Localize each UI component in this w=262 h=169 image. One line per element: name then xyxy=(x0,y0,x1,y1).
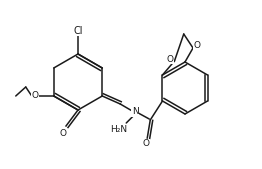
Text: O: O xyxy=(59,128,67,138)
Text: N: N xyxy=(132,107,139,116)
Text: Cl: Cl xyxy=(73,26,83,36)
Text: O: O xyxy=(31,91,38,101)
Text: O: O xyxy=(143,139,150,149)
Text: O: O xyxy=(167,54,174,64)
Text: H₂N: H₂N xyxy=(110,125,127,134)
Text: O: O xyxy=(194,42,200,51)
